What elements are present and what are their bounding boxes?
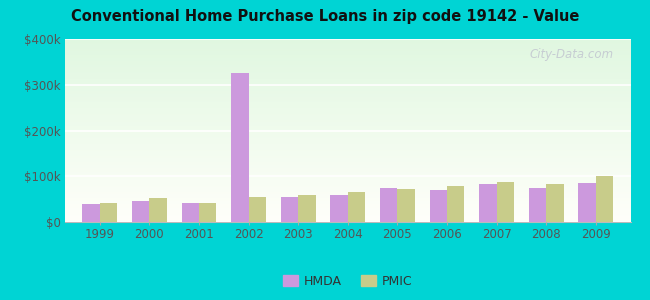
Bar bbox=[529, 188, 546, 222]
Bar bbox=[248, 197, 266, 222]
Bar bbox=[298, 194, 315, 222]
Text: City-Data.com: City-Data.com bbox=[529, 48, 614, 61]
Bar bbox=[596, 176, 613, 222]
Legend: HMDA, PMIC: HMDA, PMIC bbox=[278, 270, 418, 292]
Bar bbox=[497, 182, 514, 222]
Bar bbox=[181, 203, 199, 222]
Bar bbox=[330, 194, 348, 222]
Bar bbox=[447, 186, 464, 222]
Bar bbox=[348, 192, 365, 222]
Bar bbox=[578, 183, 596, 222]
Bar bbox=[132, 201, 150, 222]
Text: Conventional Home Purchase Loans in zip code 19142 - Value: Conventional Home Purchase Loans in zip … bbox=[71, 9, 579, 24]
Bar bbox=[150, 198, 166, 222]
Bar bbox=[397, 189, 415, 222]
Bar bbox=[430, 190, 447, 222]
Bar bbox=[380, 188, 397, 222]
Bar bbox=[479, 184, 497, 222]
Bar bbox=[231, 73, 248, 222]
Bar bbox=[546, 184, 564, 222]
Bar bbox=[281, 197, 298, 222]
Bar bbox=[199, 203, 216, 222]
Bar bbox=[83, 204, 99, 222]
Bar bbox=[99, 203, 117, 222]
